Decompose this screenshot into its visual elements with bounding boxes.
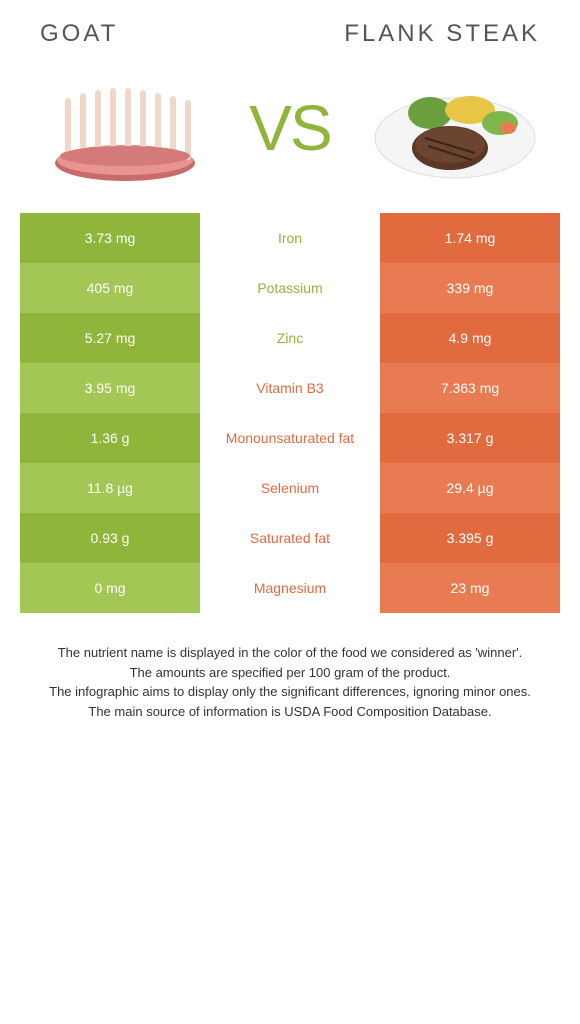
table-row: 3.95 mgVitamin B37.363 mg <box>20 363 560 413</box>
nutrient-name: Monounsaturated fat <box>200 413 380 463</box>
nutrient-name: Vitamin B3 <box>200 363 380 413</box>
footer-line: The nutrient name is displayed in the co… <box>20 643 560 663</box>
title-left: Goat <box>40 20 118 48</box>
table-row: 3.73 mgIron1.74 mg <box>20 213 560 263</box>
steak-image <box>370 68 540 188</box>
comparison-table: 3.73 mgIron1.74 mg405 mgPotassium339 mg5… <box>20 213 560 613</box>
value-left: 11.8 µg <box>20 463 200 513</box>
value-right: 7.363 mg <box>380 363 560 413</box>
table-row: 5.27 mgZinc4.9 mg <box>20 313 560 363</box>
value-right: 1.74 mg <box>380 213 560 263</box>
value-left: 0.93 g <box>20 513 200 563</box>
value-right: 3.317 g <box>380 413 560 463</box>
footer-notes: The nutrient name is displayed in the co… <box>0 613 580 741</box>
table-row: 0.93 gSaturated fat3.395 g <box>20 513 560 563</box>
goat-image <box>40 68 210 188</box>
value-left: 3.73 mg <box>20 213 200 263</box>
header: Goat Flank steak <box>0 0 580 58</box>
title-right: Flank steak <box>344 20 540 48</box>
table-row: 11.8 µgSelenium29.4 µg <box>20 463 560 513</box>
value-left: 3.95 mg <box>20 363 200 413</box>
value-left: 5.27 mg <box>20 313 200 363</box>
table-row: 1.36 gMonounsaturated fat3.317 g <box>20 413 560 463</box>
value-right: 4.9 mg <box>380 313 560 363</box>
value-left: 1.36 g <box>20 413 200 463</box>
images-row: VS <box>0 58 580 213</box>
value-right: 339 mg <box>380 263 560 313</box>
value-right: 23 mg <box>380 563 560 613</box>
nutrient-name: Selenium <box>200 463 380 513</box>
nutrient-name: Magnesium <box>200 563 380 613</box>
nutrient-name: Zinc <box>200 313 380 363</box>
footer-line: The infographic aims to display only the… <box>20 682 560 702</box>
value-left: 0 mg <box>20 563 200 613</box>
nutrient-name: Saturated fat <box>200 513 380 563</box>
vs-label: VS <box>249 91 330 165</box>
footer-line: The amounts are specified per 100 gram o… <box>20 663 560 683</box>
value-right: 3.395 g <box>380 513 560 563</box>
footer-line: The main source of information is USDA F… <box>20 702 560 722</box>
nutrient-name: Potassium <box>200 263 380 313</box>
table-row: 405 mgPotassium339 mg <box>20 263 560 313</box>
table-row: 0 mgMagnesium23 mg <box>20 563 560 613</box>
value-right: 29.4 µg <box>380 463 560 513</box>
nutrient-name: Iron <box>200 213 380 263</box>
value-left: 405 mg <box>20 263 200 313</box>
